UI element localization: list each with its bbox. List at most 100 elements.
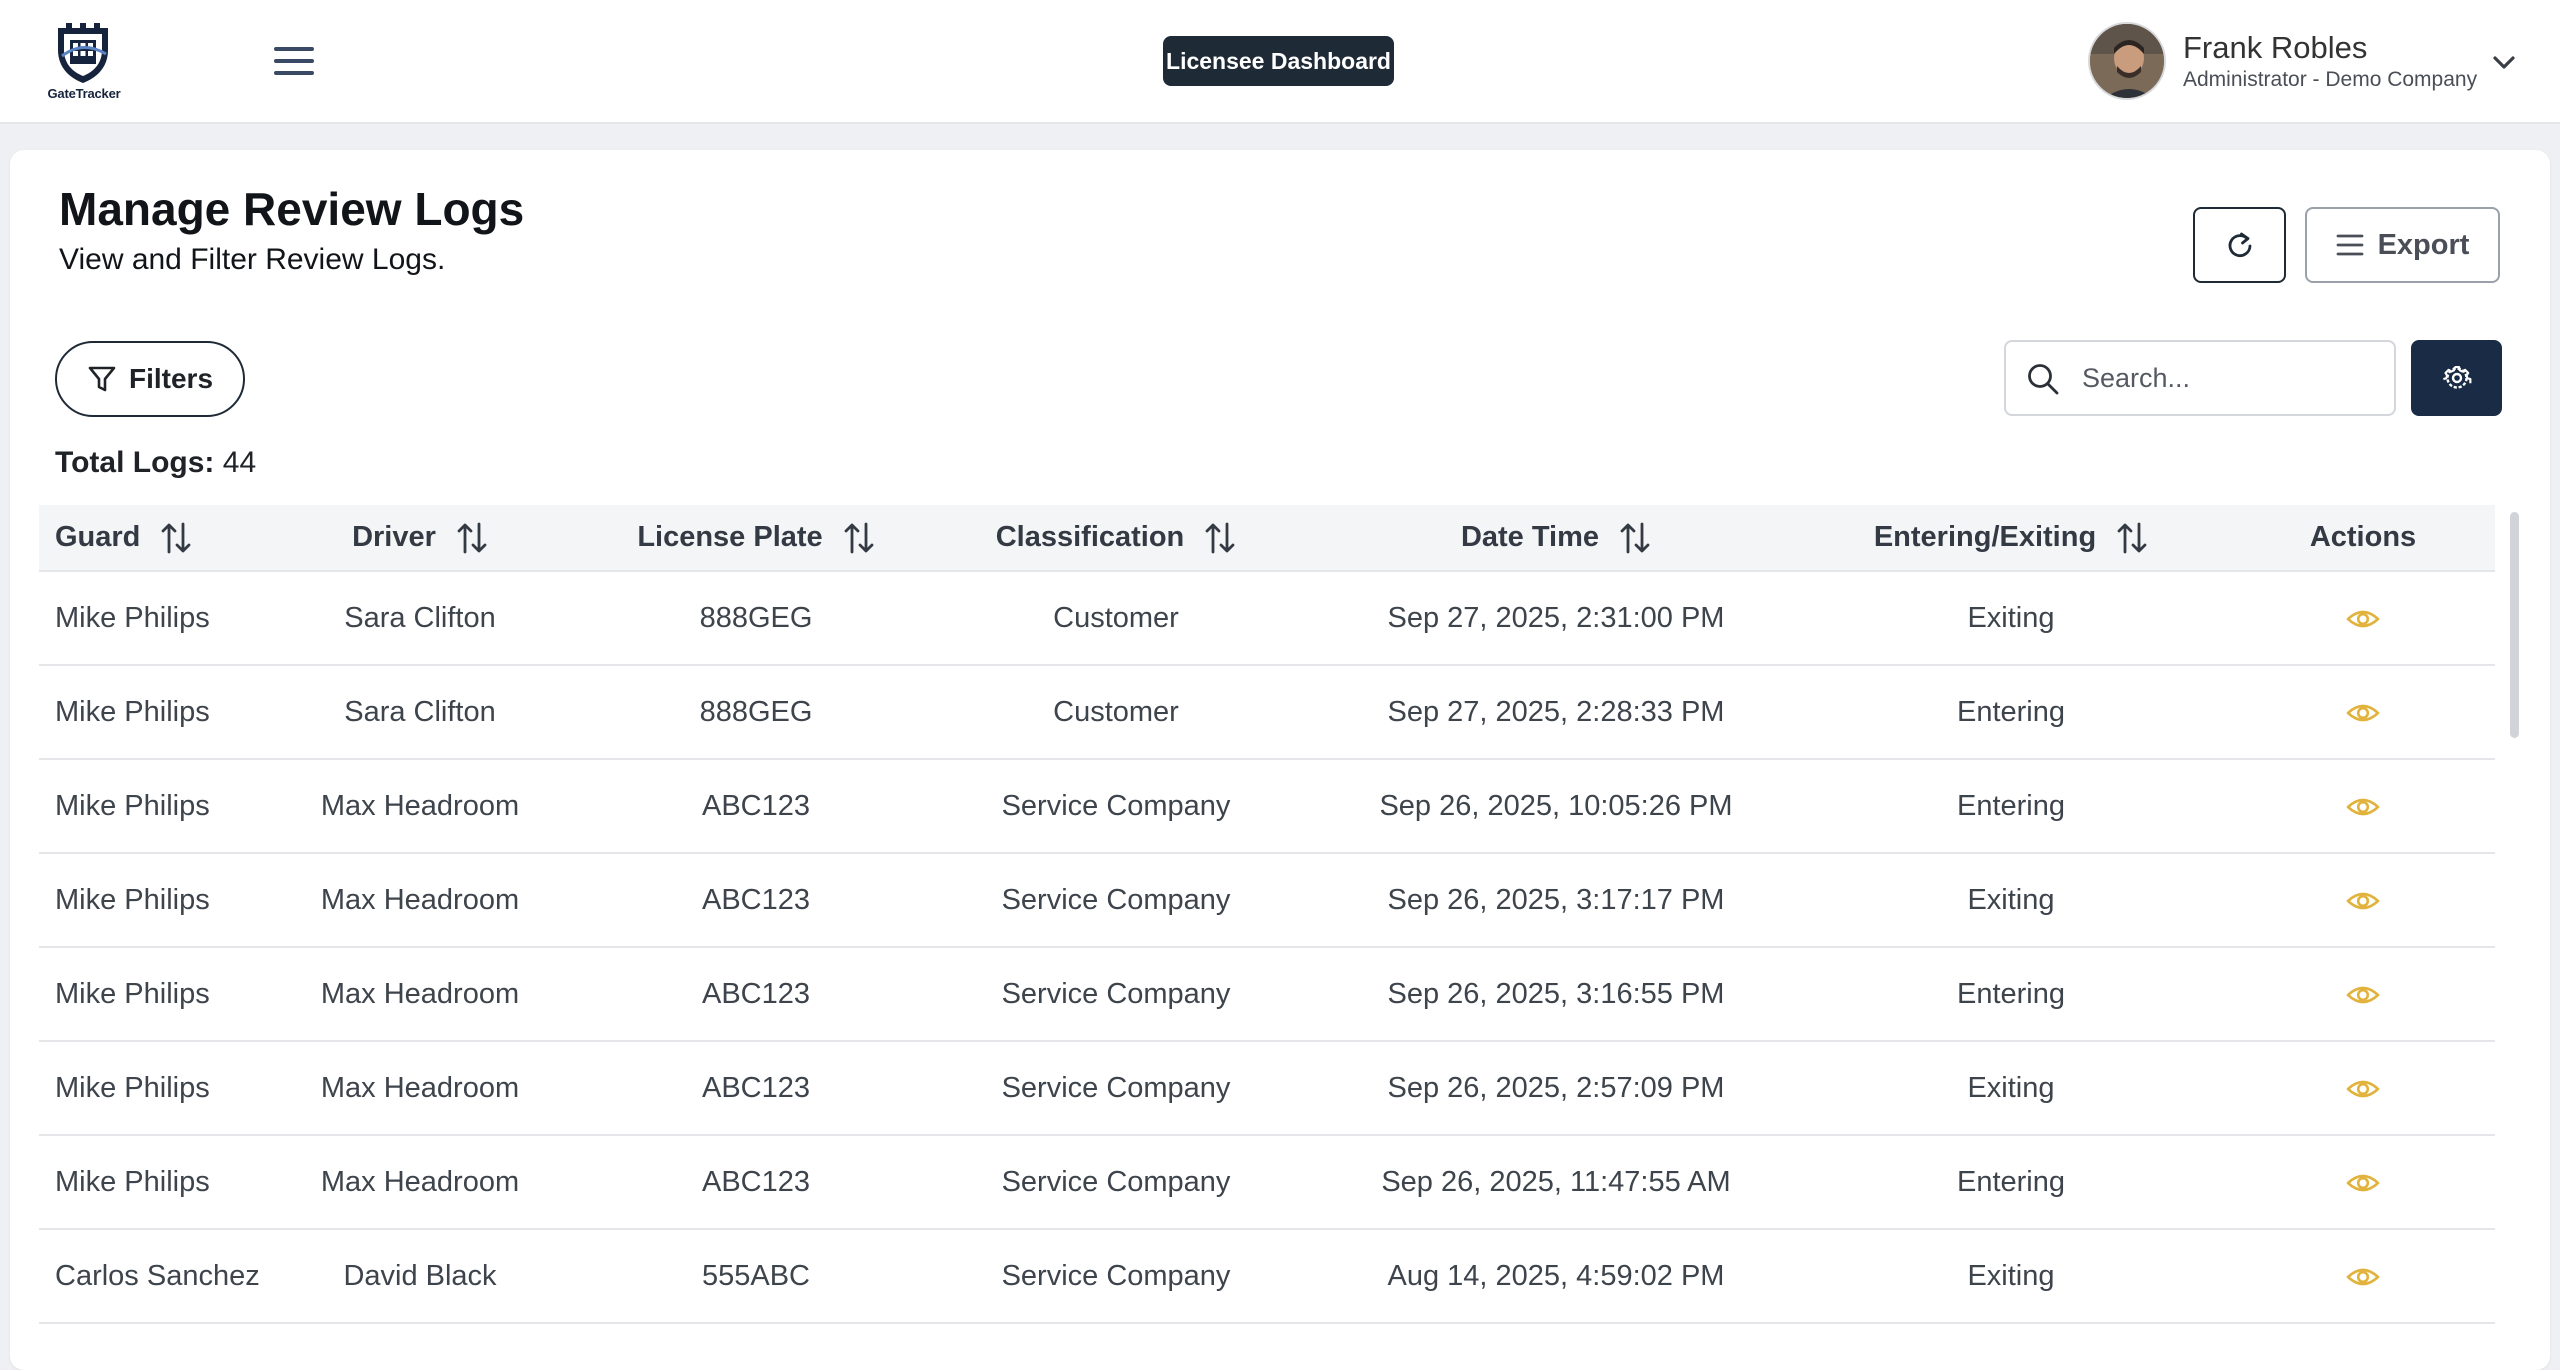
column-label: Guard xyxy=(55,521,141,553)
page-title: Manage Review Logs xyxy=(59,183,525,235)
cell-driver: Sara Clifton xyxy=(344,695,496,728)
sort-arrows-icon[interactable] xyxy=(843,521,875,555)
column-label: Date Time xyxy=(1460,521,1600,553)
table-row[interactable]: Carlos Sanchez David Black 555ABC Servic… xyxy=(39,1229,2495,1323)
cell-actions xyxy=(2231,1135,2495,1229)
user-name: Frank Robles xyxy=(2183,30,2368,65)
hamburger-menu-icon[interactable] xyxy=(272,44,316,78)
table-row[interactable]: Mike Philips Max Headroom ABC123 Service… xyxy=(39,1135,2495,1229)
logo-text: GateTracker xyxy=(47,86,121,101)
review-logs-table-container: Guard Driver License Plate Classificatio… xyxy=(39,505,2495,1370)
eye-icon[interactable] xyxy=(2346,1171,2380,1195)
cell-actions xyxy=(2231,571,2495,665)
column-header-entering-exiting[interactable]: Entering/Exiting xyxy=(1791,505,2231,572)
column-header-driver[interactable]: Driver xyxy=(239,505,601,572)
cell-license-plate: ABC123 xyxy=(701,1071,810,1104)
cell-driver: Sara Clifton xyxy=(344,601,496,634)
cell-license-plate: ABC123 xyxy=(701,977,810,1010)
cell-license-plate: ABC123 xyxy=(701,1165,810,1198)
refresh-button[interactable] xyxy=(2193,207,2286,283)
user-photo-icon xyxy=(2090,24,2164,98)
cell-date-time: Sep 26, 2025, 11:47:55 AM xyxy=(1381,1165,1731,1198)
table-scrollbar[interactable] xyxy=(2510,512,2519,738)
sort-arrows-icon[interactable] xyxy=(1619,521,1651,555)
search-box[interactable] xyxy=(2004,340,2396,416)
review-logs-card: Manage Review Logs View and Filter Revie… xyxy=(10,150,2550,1370)
table-body: Mike Philips Sara Clifton 888GEG Custome… xyxy=(39,571,2495,1323)
cell-actions xyxy=(2231,759,2495,853)
cell-guard: Mike Philips xyxy=(55,883,210,916)
table-row[interactable]: Mike Philips Sara Clifton 888GEG Custome… xyxy=(39,665,2495,759)
eye-icon[interactable] xyxy=(2346,1265,2380,1289)
table-row[interactable]: Mike Philips Sara Clifton 888GEG Custome… xyxy=(39,571,2495,665)
cell-date-time: Sep 26, 2025, 3:17:17 PM xyxy=(1387,883,1725,916)
eye-icon[interactable] xyxy=(2346,983,2380,1007)
gatetracker-logo[interactable]: GateTracker xyxy=(34,20,134,104)
cell-entering-exiting: Entering xyxy=(1956,977,2065,1010)
column-header-license-plate[interactable]: License Plate xyxy=(601,505,911,572)
cell-classification: Service Company xyxy=(1001,977,1231,1010)
cell-guard: Mike Philips xyxy=(55,977,210,1010)
column-header-date-time[interactable]: Date Time xyxy=(1321,505,1791,572)
user-menu[interactable]: Frank Robles Administrator - Demo Compan… xyxy=(2088,22,2528,102)
filters-button[interactable]: Filters xyxy=(55,341,245,417)
sort-arrows-icon[interactable] xyxy=(2116,521,2148,555)
total-logs-count: Total Logs: 44 xyxy=(55,446,256,480)
user-role: Administrator - Demo Company xyxy=(2183,68,2478,91)
table-row[interactable]: Mike Philips Max Headroom ABC123 Service… xyxy=(39,759,2495,853)
search-input[interactable] xyxy=(2082,356,2382,400)
total-logs-value: 44 xyxy=(222,446,257,479)
column-label: Classification xyxy=(995,521,1185,553)
cell-entering-exiting: Exiting xyxy=(1967,883,2055,916)
eye-icon[interactable] xyxy=(2346,795,2380,819)
cell-classification: Service Company xyxy=(1001,1259,1231,1292)
cell-guard: Mike Philips xyxy=(55,789,210,822)
cell-driver: David Black xyxy=(343,1259,497,1292)
cell-license-plate: 888GEG xyxy=(699,601,813,634)
cell-license-plate: ABC123 xyxy=(701,883,810,916)
cell-license-plate: 888GEG xyxy=(699,695,813,728)
cell-license-plate: ABC123 xyxy=(701,789,810,822)
cell-entering-exiting: Entering xyxy=(1956,1165,2065,1198)
cell-classification: Service Company xyxy=(1001,789,1231,822)
sort-arrows-icon[interactable] xyxy=(456,521,488,555)
table-settings-button[interactable] xyxy=(2411,340,2502,416)
eye-icon[interactable] xyxy=(2346,701,2380,725)
cell-driver: Max Headroom xyxy=(320,789,520,822)
table-header-row: Guard Driver License Plate Classificatio… xyxy=(39,505,2495,572)
cell-actions xyxy=(2231,665,2495,759)
column-header-classification[interactable]: Classification xyxy=(911,505,1321,572)
export-button[interactable]: Export xyxy=(2305,207,2500,283)
table-row[interactable]: Mike Philips Max Headroom ABC123 Service… xyxy=(39,947,2495,1041)
table-row[interactable]: Mike Philips Max Headroom ABC123 Service… xyxy=(39,853,2495,947)
list-icon xyxy=(2336,234,2363,256)
cell-classification: Service Company xyxy=(1001,1071,1231,1104)
cell-date-time: Sep 27, 2025, 2:28:33 PM xyxy=(1387,695,1725,728)
cell-guard: Mike Philips xyxy=(55,1071,210,1104)
cell-guard: Mike Philips xyxy=(55,695,210,728)
sort-arrows-icon[interactable] xyxy=(1204,521,1236,555)
cell-entering-exiting: Entering xyxy=(1956,695,2065,728)
cell-guard: Mike Philips xyxy=(55,601,210,634)
eye-icon[interactable] xyxy=(2346,889,2380,913)
licensee-dashboard-badge[interactable]: Licensee Dashboard xyxy=(1163,36,1394,86)
refresh-icon xyxy=(2228,232,2251,258)
column-header-guard[interactable]: Guard xyxy=(39,505,239,572)
cell-actions xyxy=(2231,1229,2495,1323)
cell-entering-exiting: Exiting xyxy=(1967,1071,2055,1104)
cell-actions xyxy=(2231,1041,2495,1135)
cell-driver: Max Headroom xyxy=(320,1165,520,1198)
cell-actions xyxy=(2231,853,2495,947)
column-label: Actions xyxy=(2309,521,2417,553)
chevron-down-icon[interactable] xyxy=(2490,52,2518,72)
sort-arrows-icon[interactable] xyxy=(160,521,192,555)
avatar xyxy=(2088,22,2166,100)
cell-entering-exiting: Exiting xyxy=(1967,601,2055,634)
eye-icon[interactable] xyxy=(2346,1077,2380,1101)
cell-classification: Customer xyxy=(1053,695,1179,728)
cell-entering-exiting: Entering xyxy=(1956,789,2065,822)
filters-label: Filters xyxy=(128,363,214,394)
column-label: Driver xyxy=(352,521,436,553)
eye-icon[interactable] xyxy=(2346,607,2380,631)
table-row[interactable]: Mike Philips Max Headroom ABC123 Service… xyxy=(39,1041,2495,1135)
